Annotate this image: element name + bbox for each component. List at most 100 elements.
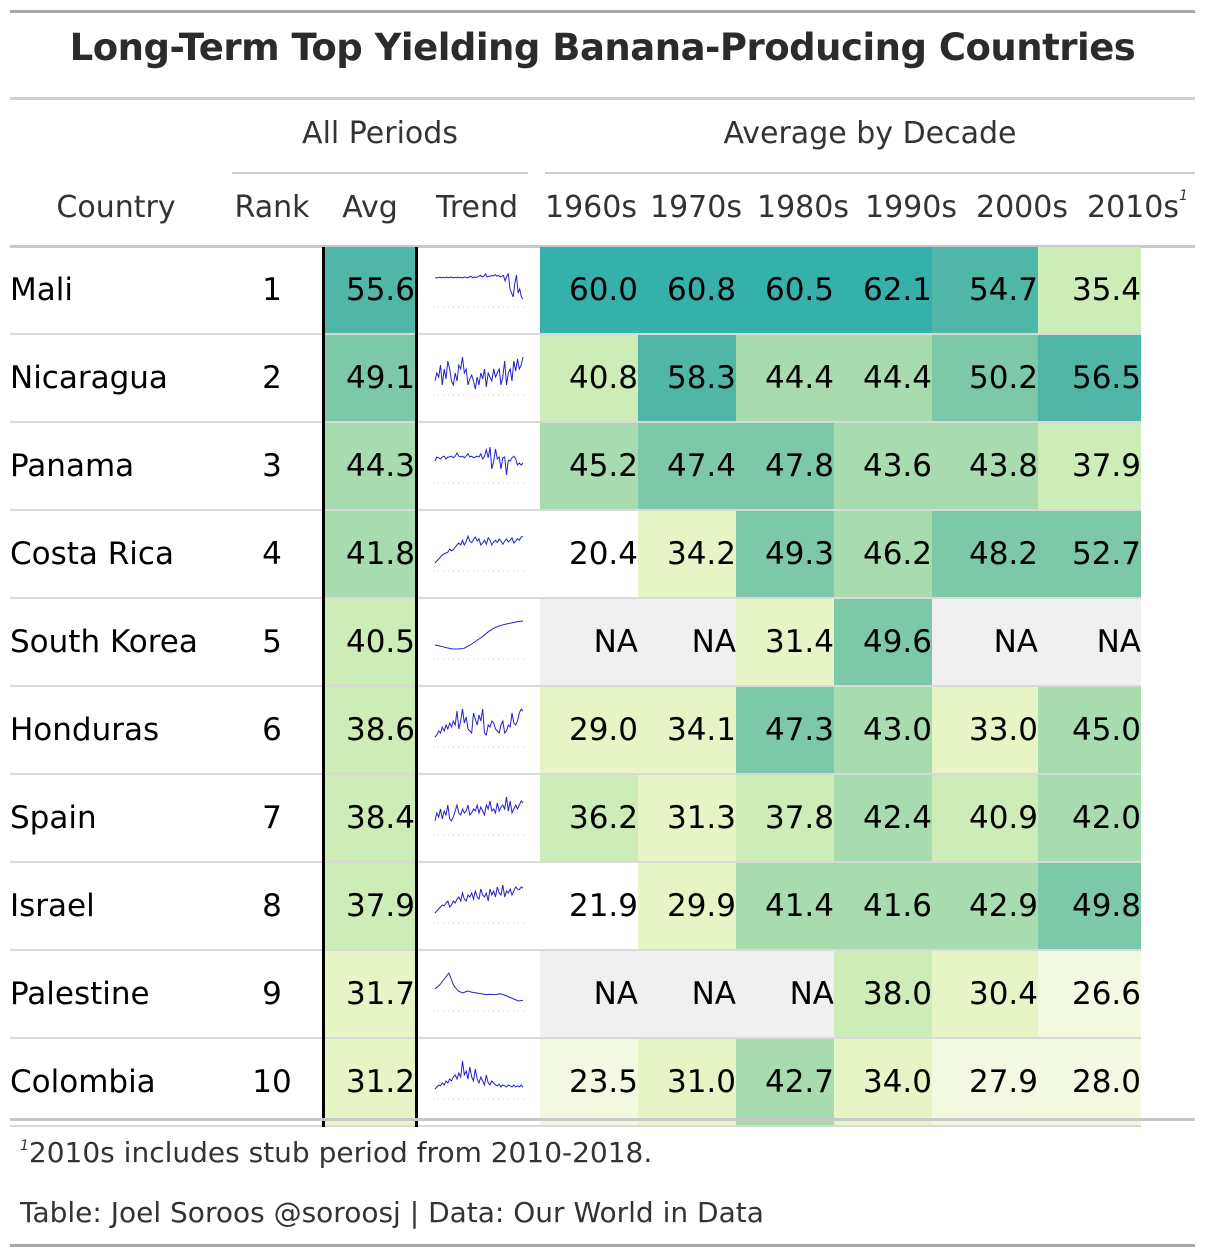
decade-cell-1960s: 40.8 bbox=[540, 334, 638, 423]
decade-cell-2000s: 43.8 bbox=[932, 422, 1038, 511]
avg-cell: 41.8 bbox=[322, 510, 418, 599]
trend-line bbox=[434, 796, 524, 822]
decade-cell-2010s: 37.9 bbox=[1038, 422, 1141, 511]
country-cell: Israel bbox=[10, 862, 222, 951]
decade-cell-1960s: NA bbox=[540, 598, 638, 687]
decade-cell-1980s: 49.3 bbox=[736, 510, 834, 599]
trend-sparkline bbox=[433, 796, 525, 836]
country-cell: Mali bbox=[10, 247, 222, 335]
footnote-mark: 1 bbox=[1179, 188, 1188, 204]
table-row: Nicaragua 2 49.1 40.8 58.3 44.4 44.4 50.2 56.5 bbox=[10, 334, 1141, 423]
country-cell: Palestine bbox=[10, 950, 222, 1039]
decade-cell-1980s: 47.3 bbox=[736, 686, 834, 775]
decade-cell-1990s: 46.2 bbox=[834, 510, 932, 599]
trend-cell bbox=[416, 422, 540, 511]
col-header-2010s: 2010s1 bbox=[1080, 188, 1195, 225]
trend-cell bbox=[416, 334, 540, 423]
decade-cell-1980s: 42.7 bbox=[736, 1038, 834, 1127]
avg-cell: 40.5 bbox=[322, 598, 418, 687]
decade-cell-1980s: 44.4 bbox=[736, 334, 834, 423]
trend-line bbox=[434, 708, 524, 738]
header-rule bbox=[10, 245, 1195, 248]
trend-sparkline bbox=[433, 534, 525, 572]
decade-cell-2010s: 28.0 bbox=[1038, 1038, 1141, 1127]
trend-cell bbox=[416, 686, 540, 775]
avg-cell: 37.9 bbox=[322, 862, 418, 951]
trend-line bbox=[434, 446, 524, 476]
trend-sparkline bbox=[433, 272, 525, 308]
decade-cell-1990s: 62.1 bbox=[834, 247, 932, 335]
col-header-1960s: 1960s bbox=[545, 190, 637, 225]
title-rule bbox=[10, 97, 1195, 100]
rank-cell: 6 bbox=[222, 686, 324, 775]
decade-cell-1970s: 31.3 bbox=[638, 774, 736, 863]
decade-cell-2010s: 45.0 bbox=[1038, 686, 1141, 775]
country-cell: Colombia bbox=[10, 1038, 222, 1127]
col-header-trend: Trend bbox=[435, 190, 519, 225]
decade-cell-1980s: NA bbox=[736, 950, 834, 1039]
footnote-marker: 1 bbox=[20, 1138, 29, 1154]
decade-cell-1980s: 37.8 bbox=[736, 774, 834, 863]
decade-cell-1990s: 44.4 bbox=[834, 334, 932, 423]
decade-cell-1990s: 43.0 bbox=[834, 686, 932, 775]
rank-cell: 8 bbox=[222, 862, 324, 951]
col-header-1970s: 1970s bbox=[650, 190, 742, 225]
decade-cell-1970s: 31.0 bbox=[638, 1038, 736, 1127]
country-cell: South Korea bbox=[10, 598, 222, 687]
decade-cell-1990s: 43.6 bbox=[834, 422, 932, 511]
col-header-rank: Rank bbox=[234, 190, 310, 225]
col-header-1990s: 1990s bbox=[865, 190, 957, 225]
decade-cell-1990s: 41.6 bbox=[834, 862, 932, 951]
rank-cell: 2 bbox=[222, 334, 324, 423]
decade-cell-1990s: 34.0 bbox=[834, 1038, 932, 1127]
decade-cell-1990s: 49.6 bbox=[834, 598, 932, 687]
trend-line bbox=[434, 1060, 524, 1090]
decade-cell-1970s: 58.3 bbox=[638, 334, 736, 423]
country-cell: Spain bbox=[10, 774, 222, 863]
rank-cell: 5 bbox=[222, 598, 324, 687]
table-row: Panama 3 44.3 45.2 47.4 47.8 43.6 43.8 37.9 bbox=[10, 422, 1141, 511]
avg-cell: 49.1 bbox=[322, 334, 418, 423]
table-row: South Korea 5 40.5 NA NA 31.4 49.6 NA NA bbox=[10, 598, 1141, 687]
decade-cell-2010s: 52.7 bbox=[1038, 510, 1141, 599]
trend-cell bbox=[416, 862, 540, 951]
trend-sparkline bbox=[433, 446, 525, 484]
decade-cell-1960s: 60.0 bbox=[540, 247, 638, 335]
decade-cell-1960s: 45.2 bbox=[540, 422, 638, 511]
avg-cell: 38.4 bbox=[322, 774, 418, 863]
decade-cell-1970s: NA bbox=[638, 950, 736, 1039]
table-row: Spain 7 38.4 36.2 31.3 37.8 42.4 40.9 42.0 bbox=[10, 774, 1141, 863]
rank-cell: 1 bbox=[222, 247, 324, 335]
decade-cell-2000s: 50.2 bbox=[932, 334, 1038, 423]
rank-cell: 10 bbox=[222, 1038, 324, 1127]
trend-sparkline bbox=[433, 356, 525, 396]
decade-cell-1980s: 60.5 bbox=[736, 247, 834, 335]
trend-sparkline bbox=[433, 620, 525, 660]
country-cell: Nicaragua bbox=[10, 334, 222, 423]
country-cell: Honduras bbox=[10, 686, 222, 775]
trend-cell bbox=[416, 1038, 540, 1127]
trend-sparkline bbox=[433, 708, 525, 748]
country-cell: Panama bbox=[10, 422, 222, 511]
decade-cell-2000s: 42.9 bbox=[932, 862, 1038, 951]
trend-sparkline bbox=[433, 971, 525, 1012]
decade-cell-1960s: 36.2 bbox=[540, 774, 638, 863]
table-row: Colombia 10 31.2 23.5 31.0 42.7 34.0 27.9 28.0 bbox=[10, 1038, 1141, 1127]
table-title: Long-Term Top Yielding Banana-Producing … bbox=[69, 26, 1136, 69]
trend-cell bbox=[416, 247, 540, 335]
trend-cell bbox=[416, 950, 540, 1039]
decade-cell-2010s: 35.4 bbox=[1038, 247, 1141, 335]
decade-cell-2000s: 30.4 bbox=[932, 950, 1038, 1039]
col-header-2000s: 2000s bbox=[976, 190, 1068, 225]
trend-cell bbox=[416, 510, 540, 599]
spanner-all-periods-line bbox=[232, 172, 528, 174]
bottom-rule bbox=[10, 1244, 1195, 1247]
trend-line bbox=[435, 272, 524, 300]
decade-cell-2010s: 49.8 bbox=[1038, 862, 1141, 951]
decade-cell-2010s: 42.0 bbox=[1038, 774, 1141, 863]
decade-cell-1990s: 42.4 bbox=[834, 774, 932, 863]
decade-cell-1960s: 21.9 bbox=[540, 862, 638, 951]
avg-cell: 31.7 bbox=[322, 950, 418, 1039]
col-header-1980s: 1980s bbox=[757, 190, 849, 225]
decade-cell-1970s: 34.1 bbox=[638, 686, 736, 775]
